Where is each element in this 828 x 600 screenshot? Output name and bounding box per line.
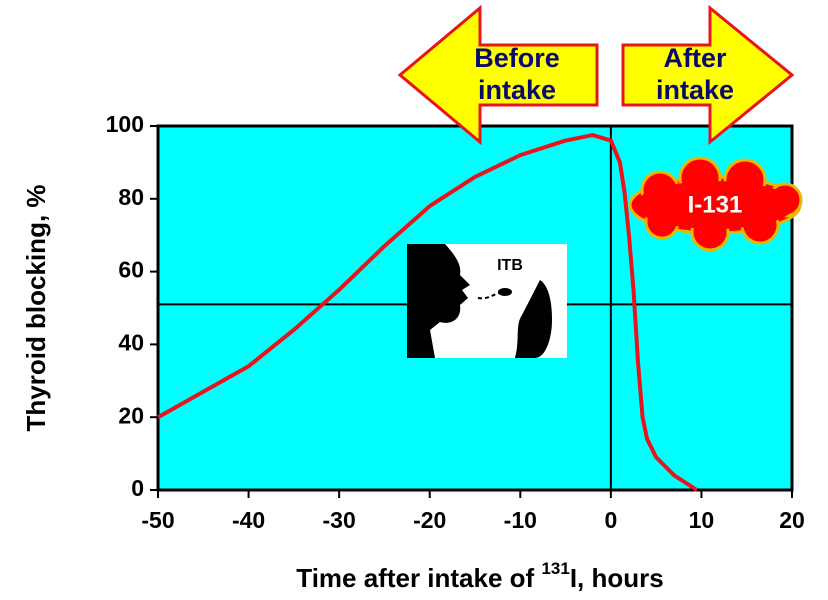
cloud-text: I-131 [688, 191, 743, 218]
x-tick-label: 20 [779, 507, 805, 533]
x-axis-label: Time after intake of 131I, hours [296, 559, 663, 592]
x-tick-label: -20 [413, 507, 446, 533]
before-text: Before [474, 43, 560, 73]
chart: Before intake After intake I-131 ITB Thy… [0, 0, 828, 600]
itb-image [407, 244, 567, 358]
x-tick-label: -10 [504, 507, 537, 533]
x-tick-label: 0 [604, 507, 617, 533]
y-tick-label: 20 [118, 402, 144, 428]
y-tick-label: 0 [131, 475, 144, 501]
x-label-part: I, hours [570, 563, 664, 593]
image-text: ITB [497, 257, 523, 274]
y-tick-label: 40 [118, 329, 144, 355]
y-axis-label: Thyroid blocking, % [21, 184, 51, 431]
x-tick-label: -50 [141, 507, 174, 533]
x-tick-label: -40 [232, 507, 265, 533]
x-label-sup: 131 [541, 559, 569, 578]
after-text: intake [656, 75, 734, 105]
page: {"chart_data": {"type": "line", "ylabel"… [0, 0, 828, 600]
after-text: After [663, 43, 726, 73]
y-tick-label: 60 [118, 257, 144, 283]
y-tick-label: 100 [106, 111, 144, 137]
x-tick-label: 10 [689, 507, 715, 533]
before-text: intake [478, 75, 556, 105]
x-tick-label: -30 [323, 507, 356, 533]
y-tick-label: 80 [118, 184, 144, 210]
x-label-part: Time after intake of [296, 563, 541, 593]
